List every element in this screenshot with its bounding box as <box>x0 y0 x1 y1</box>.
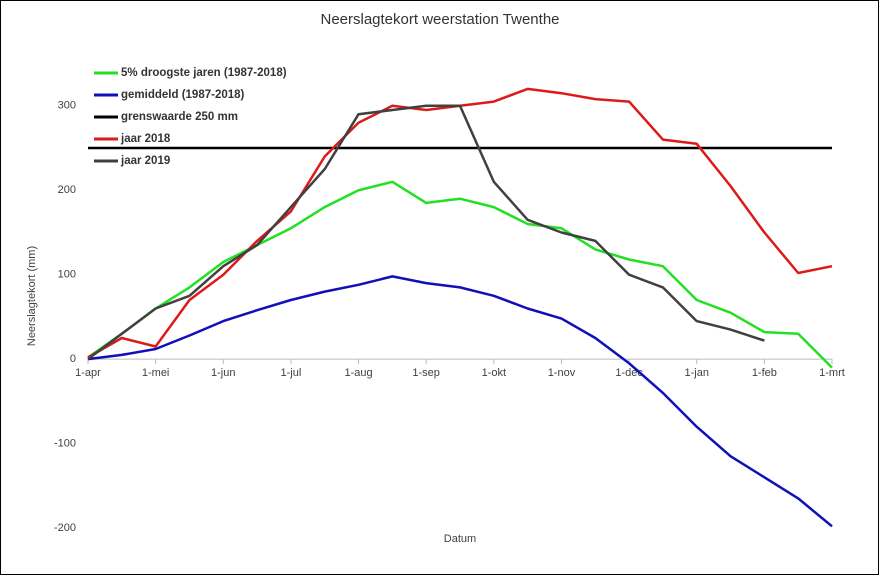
x-tick-label: 1-jun <box>211 367 235 379</box>
y-tick-label: 200 <box>58 184 76 196</box>
y-tick-label: 300 <box>58 100 76 112</box>
legend-label: grenswaarde 250 mm <box>121 111 238 123</box>
legend-label: 5% droogste jaren (1987-2018) <box>121 67 287 79</box>
series-line <box>87 180 833 369</box>
series-line <box>87 104 765 361</box>
x-axis-label: Datum <box>444 533 476 545</box>
y-tick-label: -100 <box>54 437 76 449</box>
y-axis-label: Neerslagtekort (mm) <box>26 246 38 346</box>
x-tick-label: 1-mrt <box>819 367 845 379</box>
x-tick-label: 1-jul <box>281 367 302 379</box>
x-tick-label: 1-apr <box>75 367 101 379</box>
y-tick-label: 0 <box>70 353 76 365</box>
x-tick-label: 1-mei <box>142 367 170 379</box>
x-tick-label: 1-nov <box>548 367 576 379</box>
x-tick-label: 1-okt <box>482 367 506 379</box>
x-tick-label: 1-feb <box>752 367 777 379</box>
x-tick-label: 1-aug <box>344 367 372 379</box>
chart-title: Neerslagtekort weerstation Twenthe <box>320 11 559 28</box>
legend-label: jaar 2019 <box>120 155 170 167</box>
y-tick-label: -200 <box>54 522 76 534</box>
y-tick-label: 100 <box>58 269 76 281</box>
x-tick-label: 1-jan <box>684 367 708 379</box>
series-line <box>87 275 833 528</box>
x-tick-label: 1-sep <box>412 367 440 379</box>
legend-label: jaar 2018 <box>120 133 171 145</box>
legend-label: gemiddeld (1987-2018) <box>121 89 245 101</box>
